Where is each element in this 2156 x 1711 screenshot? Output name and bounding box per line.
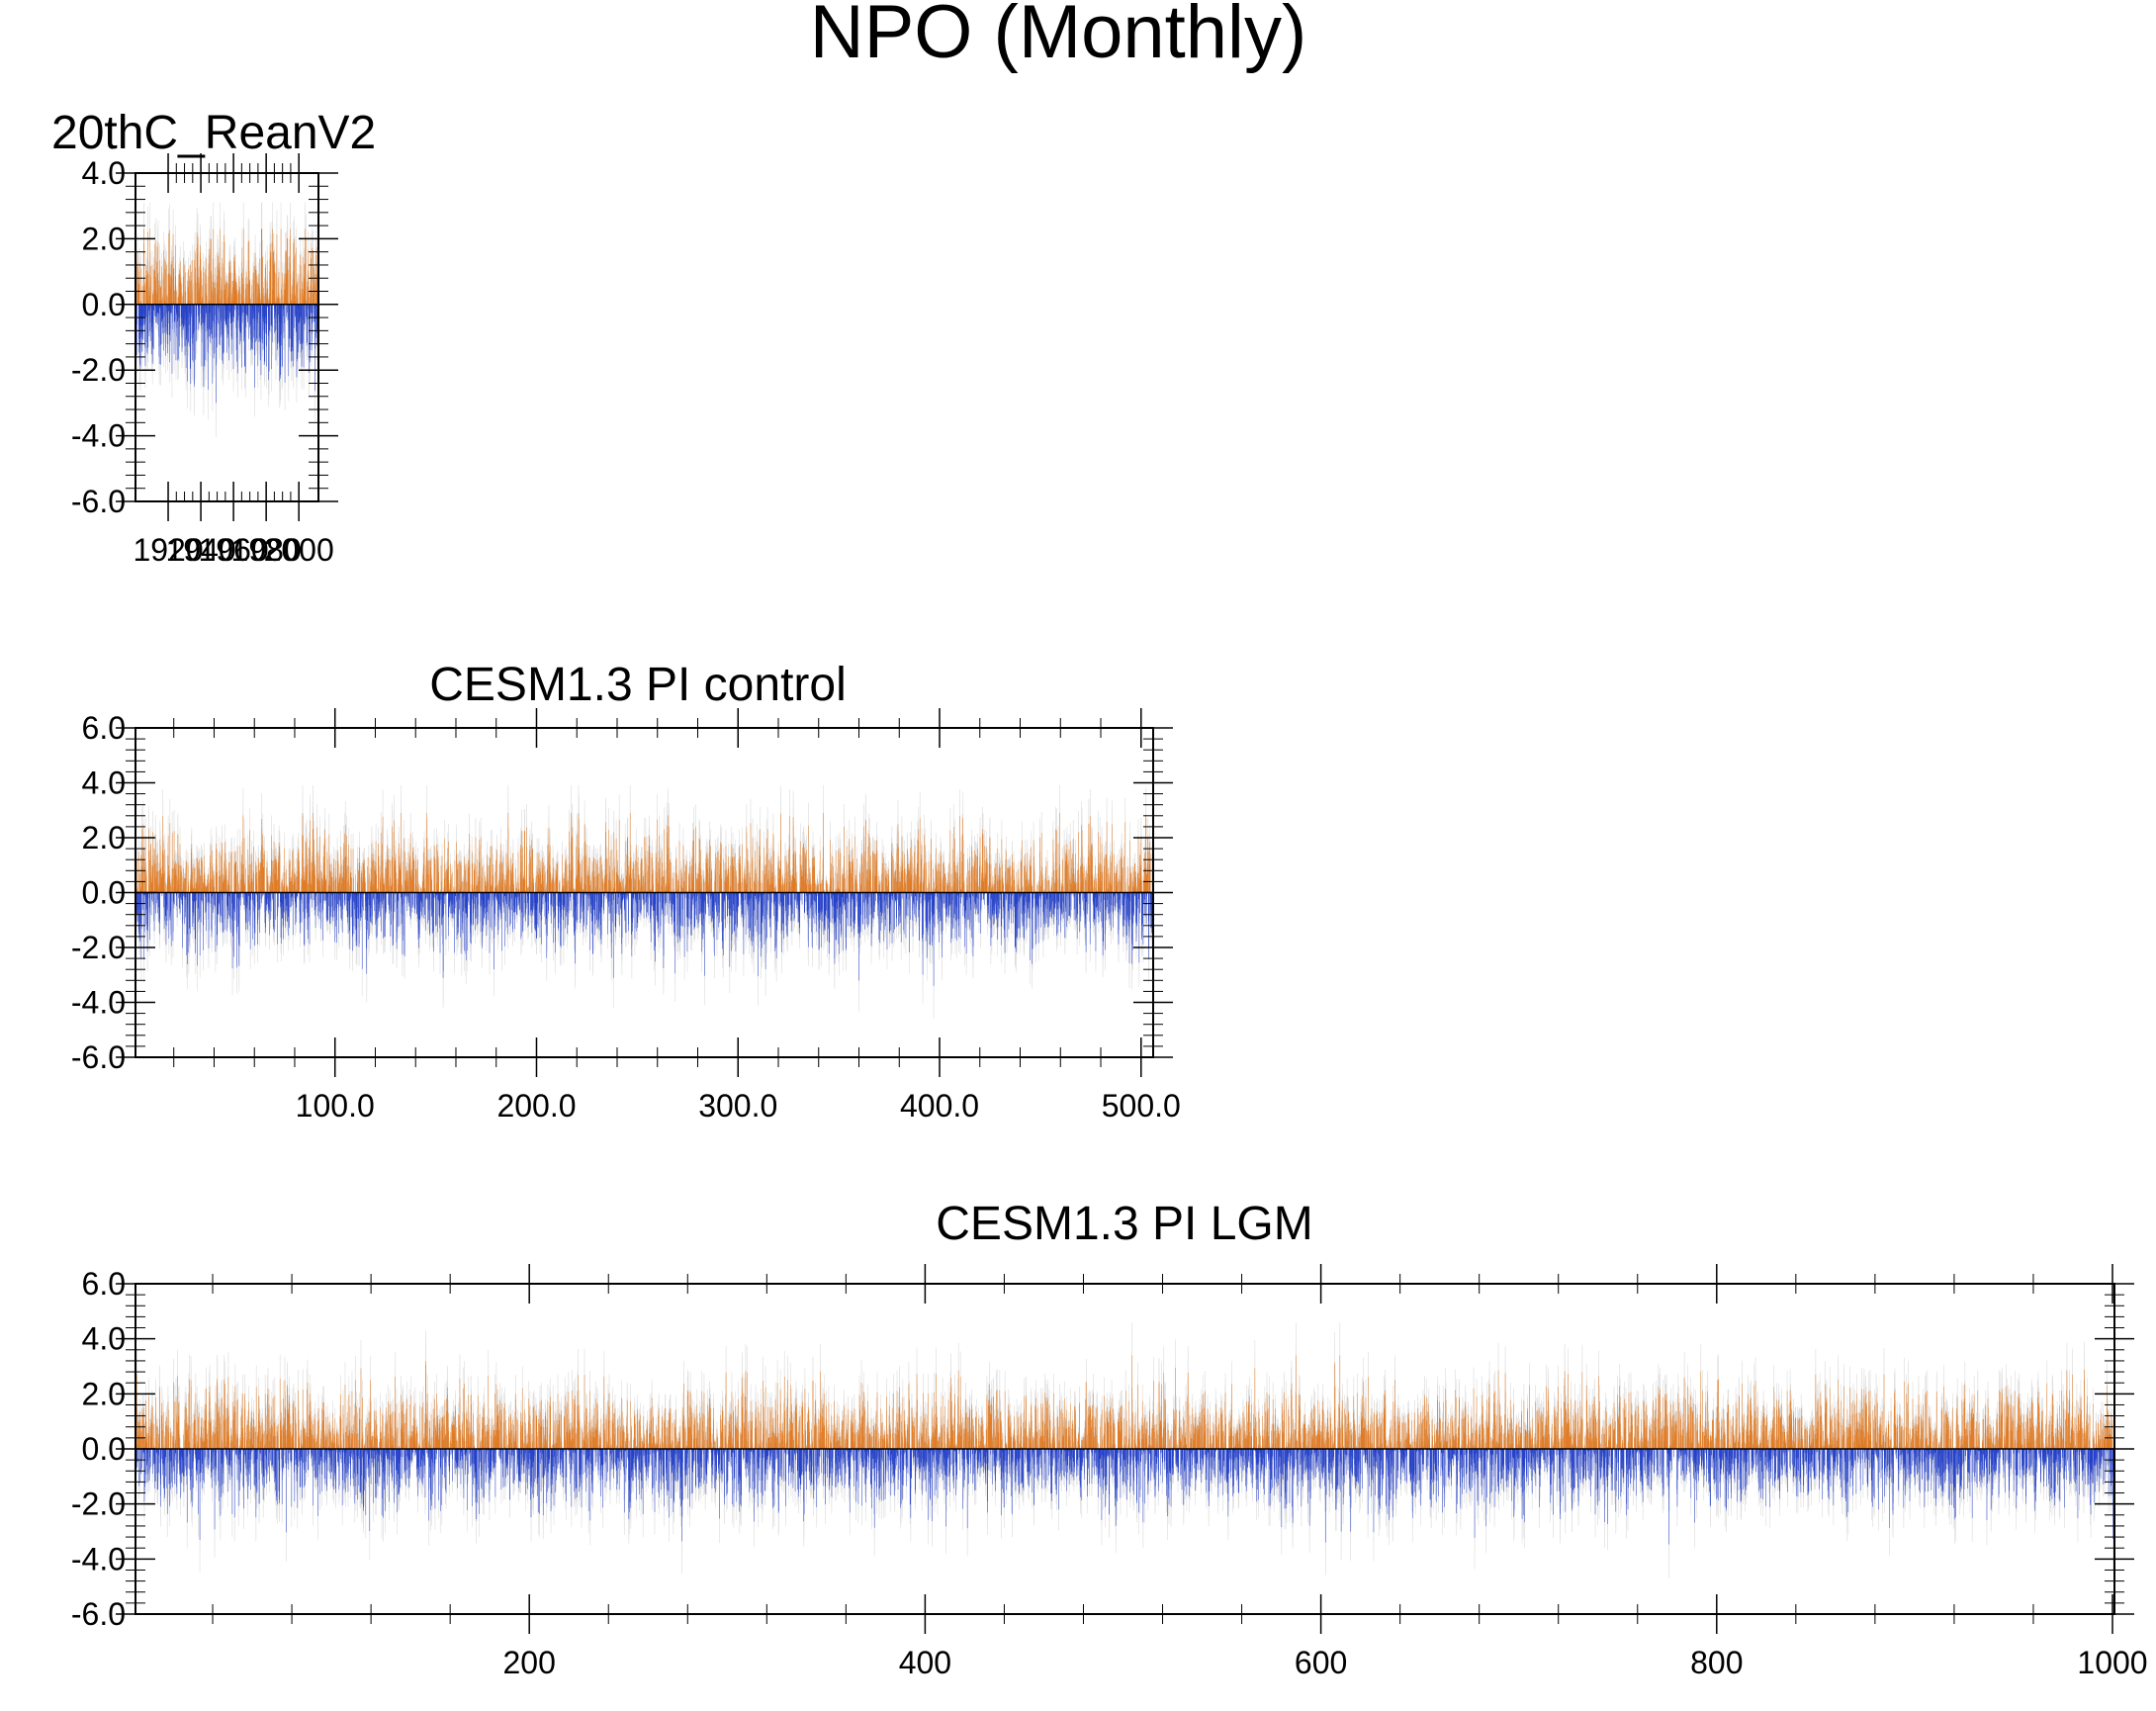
plot-area: -6.0-4.0-2.00.02.04.01920194019601980200… — [71, 153, 338, 568]
panel-title: CESM1.3 PI control — [429, 659, 847, 711]
bar-series — [135, 228, 318, 403]
y-tick-label: -6.0 — [71, 484, 126, 519]
y-tick-label: 4.0 — [82, 155, 126, 191]
y-tick-label: 2.0 — [82, 221, 126, 256]
panel-cesm-pi-control: CESM1.3 PI control -6.0-4.0-2.00.02.04.0… — [71, 659, 1181, 1124]
figure-title: NPO (Monthly) — [810, 0, 1307, 74]
y-tick-label: 0.0 — [82, 287, 126, 322]
x-tick-label: 2000 — [264, 532, 334, 568]
y-tick-label: -2.0 — [71, 352, 126, 388]
panel-title: 20thC_ReanV2 — [51, 107, 376, 159]
panel-20thc-reanv2: 20thC_ReanV2 -6.0-4.0-2.00.02.04.0192019… — [51, 107, 376, 568]
y-tick-label: -4.0 — [71, 418, 126, 454]
